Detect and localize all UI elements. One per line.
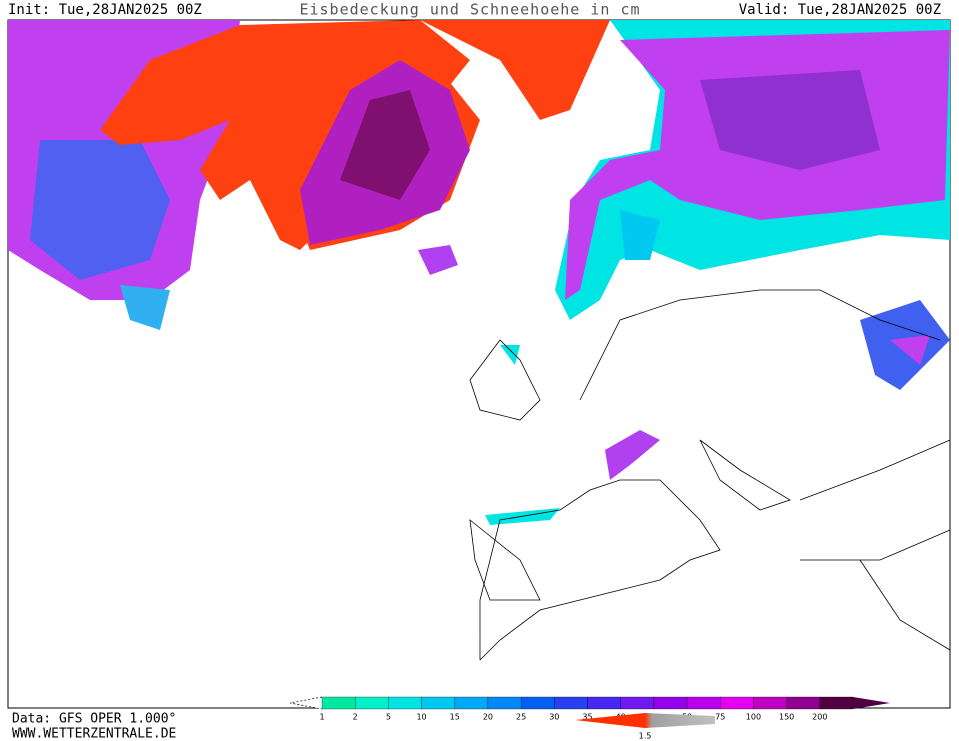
legend-label: 30 <box>549 713 559 722</box>
legend-swatch <box>487 696 522 710</box>
init-label: Init: Tue,28JAN2025 00Z <box>8 2 202 18</box>
legend-label: 35 <box>582 713 592 722</box>
legend-label: 200 <box>812 713 827 722</box>
legend-label: 1 <box>319 713 324 722</box>
legend-label: 20 <box>483 713 493 722</box>
legend-swatch <box>421 696 455 710</box>
legend-swatch <box>819 696 854 710</box>
legend-swatch <box>620 696 655 710</box>
legend-swatch <box>753 696 787 710</box>
legend-swatch <box>355 696 389 710</box>
legend-label: 10 <box>416 713 426 722</box>
legend-label: 5 <box>386 713 391 722</box>
legend-swatch <box>653 696 688 710</box>
legend-swatch <box>520 696 555 710</box>
legend: 125101520253035404550751001502001.5 <box>289 696 890 741</box>
legend-label: 100 <box>746 713 761 722</box>
legend-swatch <box>388 696 422 710</box>
map-field <box>7 19 951 709</box>
legend-swatch <box>587 696 621 710</box>
website: WWW.WETTERZENTRALE.DE <box>12 727 176 741</box>
legend-swatch <box>454 696 489 710</box>
legend-swatch <box>686 696 721 710</box>
valid-label: Valid: Tue,28JAN2025 00Z <box>739 2 941 18</box>
legend-label: 150 <box>779 713 794 722</box>
data-source: Data: GFS OPER 1.000° <box>12 712 176 727</box>
map-title: Eisbedeckung und Schneehoehe in cm <box>299 1 640 19</box>
ice-bar <box>575 713 715 728</box>
legend-swatch <box>321 696 356 710</box>
legend-label: 75 <box>715 713 725 722</box>
legend-swatch <box>720 696 754 710</box>
legend-arrow <box>853 697 890 709</box>
legend-label: 25 <box>516 713 526 722</box>
legend-swatch <box>554 696 588 710</box>
ice-label: 1.5 <box>639 732 652 741</box>
legend-label: 2 <box>353 713 358 722</box>
legend-swatch <box>786 696 820 710</box>
legend-label: 15 <box>450 713 460 722</box>
